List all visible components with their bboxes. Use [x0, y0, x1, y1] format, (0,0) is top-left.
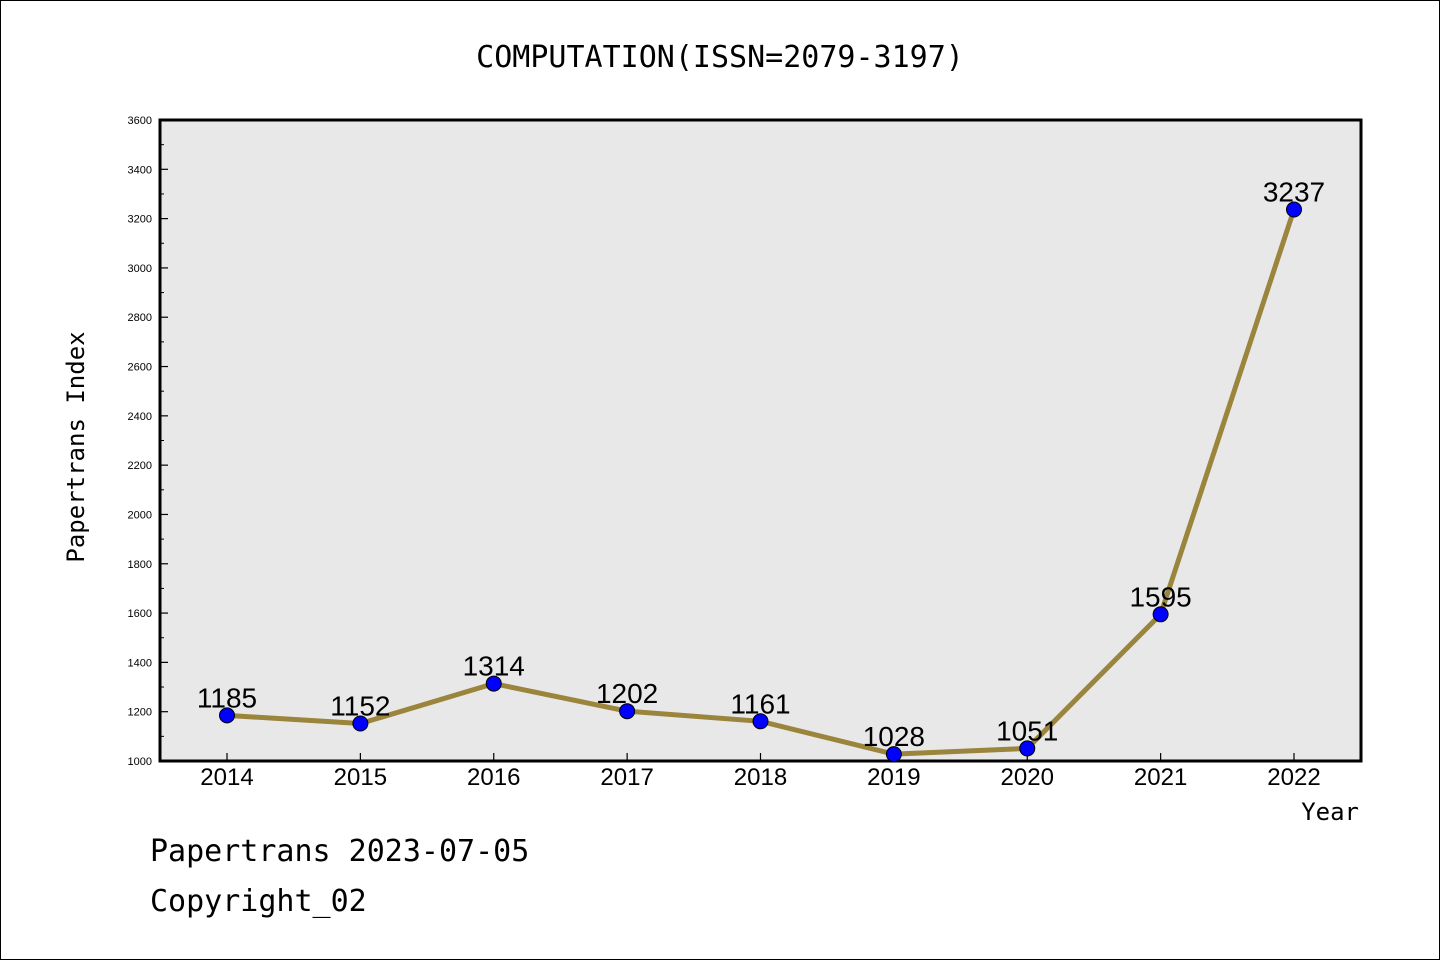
x-tick-label: 2015: [334, 764, 387, 791]
y-tick-label: 1800: [128, 559, 152, 571]
y-tick-label: 1200: [128, 707, 152, 719]
y-tick-label: 1000: [128, 756, 152, 768]
x-tick-label: 2017: [600, 764, 653, 791]
data-label: 1185: [197, 682, 257, 713]
data-label: 1314: [463, 651, 525, 682]
data-point: [885, 746, 902, 763]
chart-title: COMPUTATION(ISSN=2079-3197): [476, 40, 964, 75]
x-axis: 2014 2015 2016 2017 2018 2019 2020 2021 2022: [200, 753, 1321, 791]
y-tick-label: 2400: [128, 411, 152, 423]
data-label: 1595: [1129, 581, 1191, 612]
x-tick-label: 2016: [467, 764, 520, 791]
y-tick-label: 2600: [128, 362, 152, 374]
data-labels: 1185 1152 1314 1202 1161 1028 1051 1595 3237: [197, 176, 1325, 752]
data-point: [619, 703, 636, 720]
data-point: [219, 707, 235, 724]
y-tick-label: 3400: [128, 164, 152, 176]
y-tick-label: 2800: [128, 312, 152, 324]
y-tick-label: 3200: [128, 214, 152, 226]
footer-date: Papertrans 2023-07-05: [150, 834, 530, 869]
data-label: 1152: [330, 691, 390, 722]
y-tick-label: 2000: [128, 509, 152, 521]
data-point: [1019, 740, 1036, 757]
x-axis-label: Year: [1301, 798, 1359, 826]
data-point: [352, 715, 369, 732]
data-markers: [219, 201, 1302, 763]
data-point: [752, 713, 769, 730]
x-tick-label: 2021: [1134, 764, 1187, 791]
data-point: [1152, 606, 1169, 623]
data-label: 1051: [996, 715, 1058, 746]
data-label: 1202: [596, 678, 658, 709]
y-tick-label: 1400: [128, 657, 152, 669]
footer-copyright: Copyright_02: [150, 884, 367, 919]
y-tick-label: 2200: [128, 460, 152, 472]
x-tick-label: 2019: [867, 764, 920, 791]
x-tick-label: 2018: [734, 764, 787, 791]
x-tick-label: 2022: [1267, 764, 1320, 791]
x-tick-label: 2014: [200, 764, 253, 791]
plot-area: [158, 118, 1363, 763]
data-label: 1161: [730, 688, 790, 719]
y-tick-label: 3000: [128, 263, 152, 275]
data-label: 1028: [863, 721, 925, 752]
y-tick-label: 3600: [128, 115, 152, 127]
data-point: [485, 675, 502, 692]
y-axis-label: Papertrans Index: [62, 331, 90, 562]
data-point: [1286, 201, 1302, 218]
y-tick-label: 1600: [128, 608, 152, 620]
x-tick-label: 2020: [1001, 764, 1054, 791]
data-label: 3237: [1263, 176, 1325, 207]
y-axis: 1000 1200 1400 1600 1800 2000 2200 2400 2600 2800…: [128, 115, 168, 768]
